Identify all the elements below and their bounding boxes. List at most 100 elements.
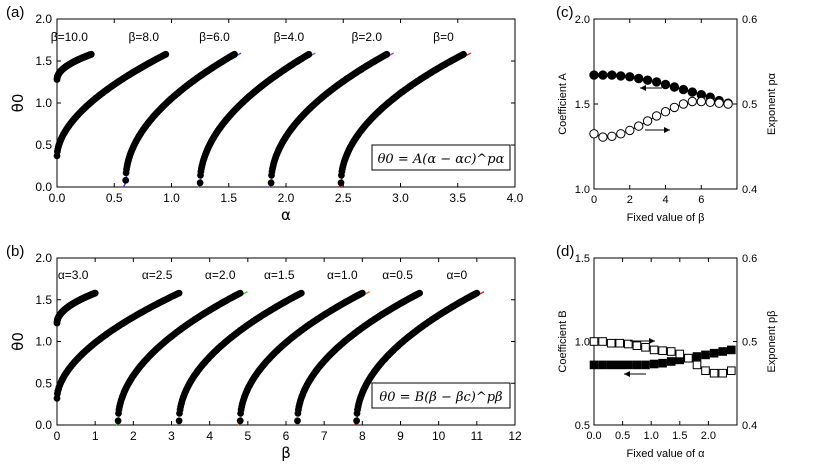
panel-label-c: (c) bbox=[556, 4, 574, 21]
data-point bbox=[297, 289, 305, 297]
data-point bbox=[701, 366, 710, 375]
data-point bbox=[606, 338, 616, 348]
data-point bbox=[649, 359, 659, 369]
x-axis-title: β bbox=[281, 444, 291, 462]
panel-label-a: (a) bbox=[6, 4, 24, 21]
series-α=3.0 bbox=[53, 289, 99, 327]
data-point bbox=[236, 417, 244, 425]
series-label: α=1.5 bbox=[264, 268, 295, 282]
series-Exponent pβ bbox=[589, 337, 736, 378]
formula-box: θ0 = A(α − αc)^pα bbox=[371, 144, 511, 171]
data-point bbox=[634, 121, 644, 131]
y-right-axis-title: Exponent pβ bbox=[766, 311, 778, 373]
data-point bbox=[236, 289, 244, 297]
series-β=4.0 bbox=[196, 50, 316, 188]
data-point bbox=[727, 366, 736, 375]
x-tick-label: 5 bbox=[244, 429, 251, 443]
data-point bbox=[687, 96, 697, 107]
y-tick-label: 0.5 bbox=[35, 138, 52, 152]
data-point bbox=[416, 289, 423, 297]
x-tick-label: 6 bbox=[283, 429, 290, 443]
data-point bbox=[607, 131, 617, 142]
data-point bbox=[692, 352, 702, 361]
data-point bbox=[267, 179, 275, 187]
formula-frame bbox=[371, 144, 511, 171]
data-point bbox=[606, 360, 616, 370]
y-tick-label: 2.0 bbox=[575, 14, 590, 26]
series-α=0.5 bbox=[294, 289, 423, 425]
y-axis-title: θ0 bbox=[9, 94, 27, 113]
y-right-axis-title: Exponent pα bbox=[766, 72, 778, 135]
data-point bbox=[196, 179, 204, 187]
formula-text: θ0 = B(β − βc)^pβ bbox=[379, 390, 502, 405]
x-tick-label: 0.0 bbox=[49, 191, 66, 205]
y-axis-title: Coefficient B bbox=[557, 310, 569, 372]
data-point bbox=[718, 368, 728, 378]
arrow-head bbox=[624, 371, 630, 377]
data-point bbox=[701, 350, 710, 360]
data-point bbox=[696, 96, 706, 107]
series-label: α=2.5 bbox=[142, 268, 173, 282]
series-Exponent pα bbox=[589, 96, 733, 142]
data-point bbox=[625, 125, 635, 136]
x-tick-label: 1 bbox=[92, 429, 99, 443]
series-β=10.0 bbox=[53, 50, 95, 83]
data-point bbox=[353, 417, 360, 425]
x-tick-label: 1.0 bbox=[163, 191, 180, 205]
series-label: α=1.0 bbox=[327, 268, 358, 282]
x-tick-label: 10 bbox=[432, 429, 446, 443]
data-point bbox=[675, 349, 685, 359]
series-label: α=2.0 bbox=[205, 268, 236, 282]
y-axis-title: Coefficient A bbox=[557, 73, 569, 135]
data-point bbox=[727, 345, 736, 355]
data-point bbox=[658, 358, 667, 368]
y-tick-label: 2.0 bbox=[35, 12, 52, 26]
x-tick-label: 2 bbox=[627, 194, 633, 206]
x-tick-label: 2.0 bbox=[278, 191, 295, 205]
y-tick-label: 1.0 bbox=[35, 335, 52, 349]
direction-arrow-right bbox=[630, 338, 655, 344]
panel-a: 0.0 0.5 1.0 1.5 2.0 2.5 3.0 3.5 4.0 0.0 0.5 1.0 1.5 2… bbox=[9, 12, 524, 224]
x-tick-label: 0 bbox=[54, 429, 61, 443]
series-α=2.5 bbox=[53, 289, 183, 402]
series-label: α=0 bbox=[447, 268, 468, 282]
data-point bbox=[624, 339, 633, 349]
formula-text: θ0 = A(α − αc)^pα bbox=[378, 152, 505, 167]
data-point bbox=[616, 71, 626, 81]
data-point bbox=[358, 289, 366, 297]
x-tick-label: 3 bbox=[168, 429, 175, 443]
data-point bbox=[641, 343, 650, 352]
y-tick-label: 1.0 bbox=[35, 96, 52, 110]
data-point bbox=[231, 50, 238, 58]
data-point bbox=[589, 129, 599, 139]
x-tick-label: 1.5 bbox=[672, 430, 687, 442]
y-tick-label: 1.0 bbox=[575, 337, 590, 349]
data-point bbox=[642, 116, 653, 126]
y-tick-label: 1.5 bbox=[35, 54, 52, 68]
x-axis-title: Fixed value of α bbox=[627, 448, 706, 460]
y-tick-label: 1.0 bbox=[575, 184, 590, 196]
x-tick-label: 11 bbox=[471, 429, 484, 443]
data-point bbox=[175, 289, 183, 297]
panel-c: 0 2 4 6 1.0 1.5 2.0 0.4 0.5 0.6 Fixed value of β Co… bbox=[557, 14, 778, 224]
x-tick-label: 2.5 bbox=[335, 191, 352, 205]
y-tick-label: 0.0 bbox=[35, 180, 52, 194]
x-tick-label: 2.0 bbox=[701, 430, 716, 442]
data-point bbox=[616, 129, 626, 139]
data-point bbox=[632, 341, 642, 350]
y-tick-label: 1.5 bbox=[35, 293, 52, 307]
y-axis-title: θ0 bbox=[9, 332, 27, 351]
arrow-head bbox=[640, 85, 646, 91]
y-right-tick-label: 0.5 bbox=[742, 337, 757, 349]
data-point bbox=[709, 368, 719, 378]
data-point bbox=[589, 360, 599, 370]
data-point bbox=[687, 87, 697, 97]
data-point bbox=[91, 289, 99, 297]
series-line bbox=[593, 101, 729, 138]
x-tick-label: 0 bbox=[591, 194, 597, 206]
panel-label-b: (b) bbox=[6, 243, 24, 260]
y-tick-label: 1.5 bbox=[575, 99, 590, 111]
direction-arrow-left bbox=[640, 85, 662, 91]
data-point bbox=[669, 102, 680, 113]
